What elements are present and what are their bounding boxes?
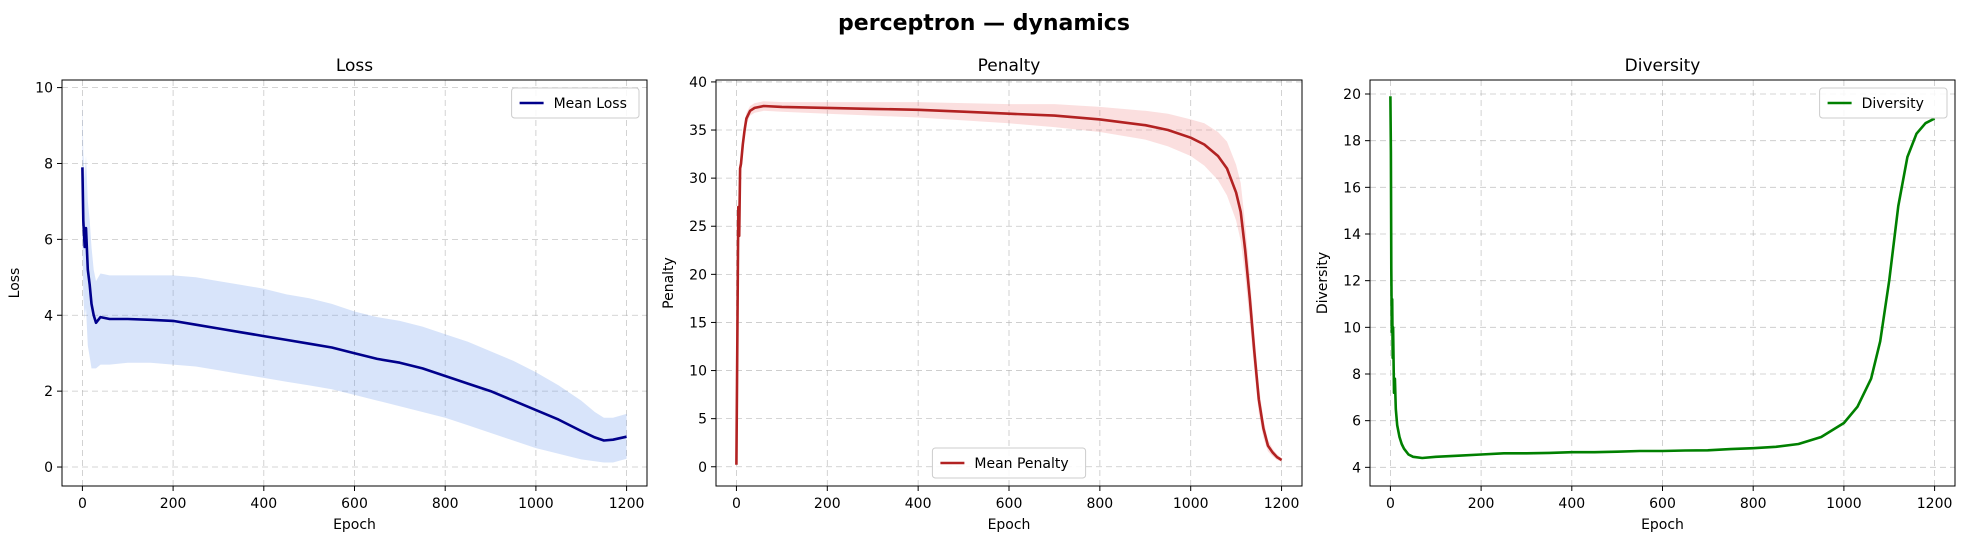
diversity-grid xyxy=(1370,80,1955,486)
penalty-y-tick-label: 35 xyxy=(689,123,707,139)
diversity-y-tick-label: 4 xyxy=(1352,460,1361,476)
loss-x-axis-label: Epoch xyxy=(333,517,376,533)
penalty-x-tick-label: 400 xyxy=(905,496,932,512)
diversity-y-tick-label: 10 xyxy=(1343,320,1361,336)
loss-y-tick-label: 2 xyxy=(44,384,53,400)
penalty-legend-label: Mean Penalty xyxy=(974,456,1068,472)
loss-legend: Mean Loss xyxy=(511,87,640,119)
penalty-y-tick-label: 40 xyxy=(689,75,707,91)
penalty-chart: 0 200 400 600 800 1000 1200 0 5 10 15 20 25 30 35 40 Pen… xyxy=(661,56,1303,533)
diversity-x-axis-label: Epoch xyxy=(1641,517,1684,533)
loss-x-tick-label: 1200 xyxy=(609,496,645,512)
diversity-x-tick-label: 400 xyxy=(1558,496,1585,512)
diversity-x-tick-label: 600 xyxy=(1649,496,1676,512)
penalty-y-tick-label: 25 xyxy=(689,219,707,235)
diversity-x-tick-label: 800 xyxy=(1740,496,1767,512)
diversity-legend-frame xyxy=(1819,87,1948,119)
penalty-title: Penalty xyxy=(978,56,1041,76)
penalty-y-tick-label: 5 xyxy=(698,412,707,428)
penalty-y-tick-label: 15 xyxy=(689,315,707,331)
penalty-x-tick-label: 1000 xyxy=(1173,496,1209,512)
loss-y-tick-label: 8 xyxy=(44,156,53,172)
loss-y-tick-label: 6 xyxy=(44,232,53,248)
loss-x-tick-label: 600 xyxy=(341,496,368,512)
loss-grid xyxy=(62,80,647,486)
penalty-x-tick-label: 0 xyxy=(732,496,741,512)
diversity-title: Diversity xyxy=(1625,56,1701,76)
loss-legend-label: Mean Loss xyxy=(554,96,627,112)
loss-y-tick-label: 0 xyxy=(44,460,53,476)
diversity-legend: Diversity xyxy=(1819,87,1948,119)
diversity-y-tick-label: 20 xyxy=(1343,87,1361,103)
diversity-y-axis-label: Diversity xyxy=(1315,252,1331,314)
figure-title: perceptron — dynamics xyxy=(838,11,1130,36)
diversity-diversity-line xyxy=(1389,96,1936,460)
penalty-y-axis-label: Penalty xyxy=(661,257,677,309)
diversity-y-tick-label: 6 xyxy=(1352,414,1361,430)
loss-mean-loss-line xyxy=(81,167,627,442)
diversity-y-tick-label: 14 xyxy=(1343,227,1361,243)
penalty-x-axis-label: Epoch xyxy=(988,517,1031,533)
diversity-x-tick-label: 200 xyxy=(1468,496,1495,512)
penalty-x-tick-label: 1200 xyxy=(1264,496,1300,512)
loss-mean-loss-band xyxy=(82,95,627,463)
loss-x-tick-label: 400 xyxy=(250,496,277,512)
diversity-x-tick-label: 1000 xyxy=(1826,496,1862,512)
penalty-x-tick-label: 800 xyxy=(1086,496,1113,512)
penalty-x-tick-label: 600 xyxy=(996,496,1023,512)
diversity-y-tick-label: 8 xyxy=(1352,367,1361,383)
penalty-y-tick-label: 10 xyxy=(689,364,707,380)
loss-x-tick-label: 0 xyxy=(78,496,87,512)
diversity-chart: 0 200 400 600 800 1000 1200 4 6 8 10 12 14 16 18 20 Dive… xyxy=(1315,56,1956,533)
loss-x-tick-label: 200 xyxy=(160,496,187,512)
loss-x-tick-label: 1000 xyxy=(518,496,554,512)
loss-x-tick-label: 800 xyxy=(432,496,459,512)
loss-y-axis-label: Loss xyxy=(7,268,23,299)
penalty-y-tick-label: 30 xyxy=(689,171,707,187)
penalty-x-tick-label: 200 xyxy=(814,496,841,512)
diversity-x-tick-label: 0 xyxy=(1386,496,1395,512)
loss-legend-frame xyxy=(511,87,640,119)
diversity-y-tick-label: 16 xyxy=(1343,180,1361,196)
diversity-legend-label: Diversity xyxy=(1862,96,1924,112)
loss-title: Loss xyxy=(336,56,373,76)
penalty-y-tick-label: 0 xyxy=(698,460,707,476)
loss-chart: 0 200 400 600 800 1000 1200 0 2 4 6 8 10 Loss Epoch Los… xyxy=(7,56,648,533)
diversity-y-tick-label: 12 xyxy=(1343,274,1361,290)
loss-y-tick-label: 4 xyxy=(44,308,53,324)
penalty-y-tick-label: 20 xyxy=(689,267,707,283)
diversity-y-tick-label: 18 xyxy=(1343,134,1361,150)
loss-y-tick-label: 10 xyxy=(35,81,53,97)
penalty-legend: Mean Penalty xyxy=(931,447,1087,479)
penalty-mean-penalty-line xyxy=(735,104,1283,465)
penalty-legend-frame xyxy=(931,447,1087,479)
diversity-x-tick-label: 1200 xyxy=(1917,496,1953,512)
